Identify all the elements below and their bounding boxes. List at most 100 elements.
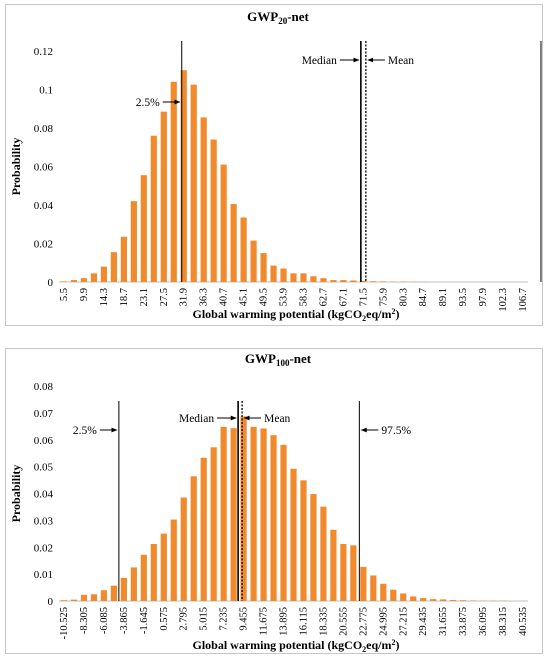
histogram-bar xyxy=(420,598,427,601)
x-tick-label: 93.5 xyxy=(458,288,469,306)
histogram-bar xyxy=(70,599,78,601)
x-tick-label: 2.795 xyxy=(179,607,190,631)
histogram-bar xyxy=(250,240,257,282)
chart-title-subscript: 20 xyxy=(278,16,288,26)
y-tick-label: 0.02 xyxy=(34,239,53,251)
y-tick-label: 0.05 xyxy=(34,462,54,474)
histogram-bar xyxy=(310,276,317,282)
x-tick-label: 23.1 xyxy=(139,288,150,306)
y-tick-label: 0.07 xyxy=(34,408,54,420)
histogram-bar xyxy=(390,589,397,601)
chart-gwp100: GWP100-net 0 0.01 0.02 0.03 0.04 0.05 0.06 0.07 0… xyxy=(9,351,529,653)
x-tick-label: 31.9 xyxy=(179,288,190,306)
x-tick-label: 11.675 xyxy=(259,607,270,636)
histogram-bar xyxy=(350,280,357,282)
x-tick-label: 33.875 xyxy=(458,607,469,636)
percentile-2-5-label: 2.5% xyxy=(136,97,160,109)
chart-title-suffix: -net xyxy=(289,351,311,366)
histogram-bar xyxy=(120,236,127,282)
x-tick-label: 16.115 xyxy=(298,607,309,636)
histogram-bar xyxy=(230,428,237,601)
histogram-bar xyxy=(110,585,117,601)
histogram-bar xyxy=(360,566,367,601)
x-tick-label: 27.5 xyxy=(159,288,170,306)
x-tick-label: 97.9 xyxy=(478,288,489,306)
histogram-bar xyxy=(140,175,147,282)
x-axis-title-subscript: 2 xyxy=(362,314,366,323)
histogram-bar xyxy=(410,596,417,601)
x-tick-label: -1.645 xyxy=(139,607,150,634)
histogram-bar xyxy=(160,533,167,601)
histogram-bar xyxy=(200,457,207,601)
histogram-bar xyxy=(180,70,187,282)
x-axis-title-part: ) xyxy=(396,307,400,321)
chart-panel-gwp20: GWP20-net 0 0.02 0.04 0.06 0.08 0.1 0.12 5.5 9.9 1… xyxy=(5,4,543,326)
x-tick-label: 84.7 xyxy=(418,288,429,306)
histogram-bar xyxy=(270,265,277,282)
x-axis-title-part: Global warming potential (kgCO xyxy=(192,638,362,652)
x-tick-label: 67.1 xyxy=(338,288,349,306)
histogram-bar xyxy=(160,111,167,282)
y-tick-label: 0.03 xyxy=(34,515,54,527)
histogram-bar xyxy=(140,554,147,601)
histogram-bar xyxy=(290,468,297,601)
y-tick-label: 0 xyxy=(48,277,54,289)
histogram-bar xyxy=(170,519,177,601)
histogram-bar xyxy=(150,135,157,282)
x-axis-title-part: Global warming potential (kgCO xyxy=(192,307,362,321)
x-tick-label: 53.9 xyxy=(279,288,290,306)
x-tick-label: 13.895 xyxy=(279,607,290,636)
histogram-bar xyxy=(460,600,467,601)
histogram-bar xyxy=(320,506,327,601)
histogram-bar xyxy=(170,81,177,282)
x-tick-label: 102.3 xyxy=(498,288,509,312)
histogram-bar xyxy=(280,444,287,601)
histogram-bar xyxy=(260,253,267,282)
x-axis-title-part: eq/m xyxy=(366,638,391,652)
x-tick-label: 18.7 xyxy=(119,288,130,306)
x-tick-label: 38.315 xyxy=(498,607,509,636)
histogram-bar xyxy=(350,545,357,601)
y-tick-label: 0.02 xyxy=(34,542,53,554)
median-label: Median xyxy=(302,55,337,67)
x-axis-title-subscript: 2 xyxy=(362,645,366,653)
x-tick-label: 18.335 xyxy=(318,607,329,636)
histogram-bar xyxy=(120,577,127,601)
y-tick-label: 0.1 xyxy=(39,85,53,97)
x-tick-label: 71.5 xyxy=(358,288,369,306)
mean-label: Mean xyxy=(264,413,290,425)
y-axis-title: Probability xyxy=(9,138,23,196)
histogram-bar xyxy=(360,280,367,282)
histogram-bar xyxy=(80,594,88,601)
histogram-bar xyxy=(240,217,247,282)
histogram-bar xyxy=(370,575,377,601)
x-axis-title-superscript: 2 xyxy=(392,307,396,316)
x-tick-label: 75.9 xyxy=(378,288,389,306)
x-tick-label: 36.3 xyxy=(199,288,210,306)
percentile-2-5-label: 2.5% xyxy=(73,425,97,437)
x-axis-title-part: eq/m xyxy=(366,307,391,321)
chart-title-main: GWP xyxy=(245,351,276,366)
histogram-bar xyxy=(340,280,347,282)
histogram-bar xyxy=(130,567,137,601)
y-tick-label: 0.04 xyxy=(34,200,54,212)
x-tick-label: 62.7 xyxy=(318,288,329,306)
histogram-bar xyxy=(260,428,267,601)
x-axis-title-part: ) xyxy=(396,638,400,652)
y-tick-label: 0.06 xyxy=(34,435,54,447)
histogram-bar xyxy=(230,204,237,282)
y-tick-label: 0.08 xyxy=(34,123,54,135)
histogram-bar xyxy=(60,281,68,282)
histogram-bar xyxy=(240,416,247,601)
histogram-bar xyxy=(430,599,437,601)
median-label: Median xyxy=(179,413,214,425)
histogram-bar xyxy=(290,273,297,282)
histogram-bar xyxy=(470,600,477,601)
x-tick-label: 45.1 xyxy=(239,288,250,306)
y-tick-label: 0.01 xyxy=(34,569,53,581)
x-tick-label: 49.5 xyxy=(259,288,270,306)
histogram-bar xyxy=(130,201,137,282)
histogram-bar xyxy=(100,266,107,282)
histogram-bar xyxy=(210,447,217,601)
histogram-bar xyxy=(90,273,98,282)
